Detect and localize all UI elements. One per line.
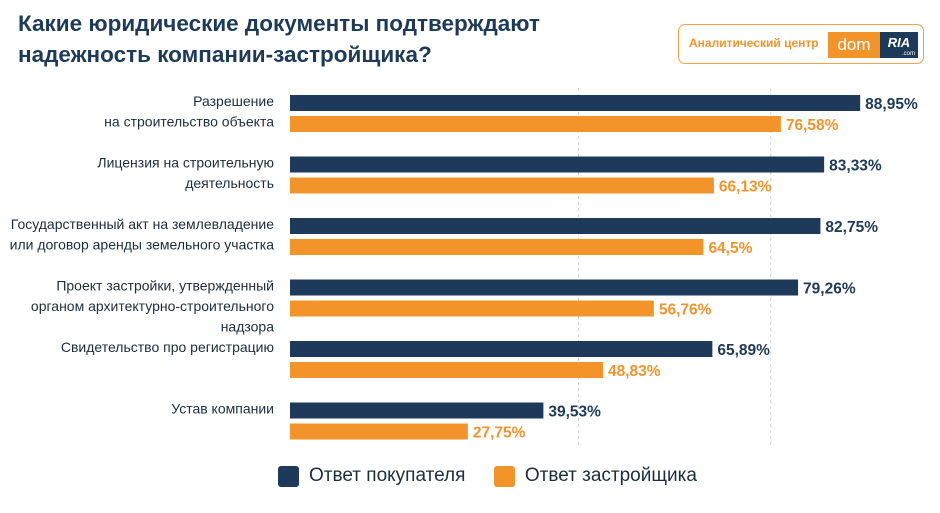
logo-caption: Аналитический центр <box>689 36 819 50</box>
category-label-6-line-1: Устав компании <box>171 401 274 417</box>
legend-swatch-buyer <box>278 465 299 487</box>
value-label-buyer-6: 39,53% <box>548 404 601 421</box>
bar-buyer-5 <box>290 341 713 357</box>
value-label-buyer-2: 83,33% <box>829 158 882 175</box>
bar-buyer-1 <box>290 95 861 111</box>
bar-buyer-6 <box>290 402 544 419</box>
value-label-developer-3: 64,5% <box>708 240 752 257</box>
category-label-5-line-1: Свидетельство про регистрацию <box>61 339 274 355</box>
value-label-developer-1: 76,58% <box>786 117 839 134</box>
category-label-4-line-2: органом архитектурно-строительного <box>31 298 274 314</box>
category-label-4-line-3: надзора <box>221 319 275 335</box>
category-label-1-line-1: Разрешение <box>193 93 274 109</box>
legend-label-developer: Ответ застройщика <box>524 465 697 486</box>
legend-item-developer: Ответ застройщика <box>493 465 697 487</box>
legend-swatch-developer <box>493 465 515 487</box>
legend-label-buyer: Ответ покупателя <box>309 465 466 486</box>
bar-developer-1 <box>290 116 781 132</box>
bar-developer-4 <box>290 300 654 317</box>
value-label-buyer-4: 79,26% <box>803 281 856 298</box>
value-label-buyer-1: 88,95% <box>865 96 918 113</box>
bar-buyer-4 <box>290 279 799 296</box>
value-label-developer-5: 48,83% <box>608 363 661 380</box>
title-line-1: Какие юридические документы подтверждают <box>18 11 540 36</box>
value-label-buyer-3: 82,75% <box>825 219 878 236</box>
category-label-1-line-2: на строительство объекта <box>104 114 274 130</box>
bar-developer-3 <box>290 239 704 255</box>
value-label-buyer-5: 65,89% <box>717 342 770 359</box>
logo-ria-text: RIA <box>887 35 911 50</box>
bar-developer-2 <box>290 177 714 194</box>
value-label-developer-4: 56,76% <box>659 302 712 319</box>
bar-buyer-3 <box>290 218 821 234</box>
category-label-2-line-1: Лицензия на строительную <box>97 155 274 171</box>
chart-title: Какие юридические документы подтверждают… <box>18 8 638 70</box>
value-label-developer-2: 66,13% <box>719 179 772 196</box>
logo-ria-mark: RIA .com <box>880 32 918 58</box>
category-label-2-line-2: деятельность <box>185 175 274 191</box>
logo-dom-text: dom <box>837 35 871 54</box>
logo-dom-mark: dom <box>828 32 880 58</box>
value-label-developer-6: 27,75% <box>473 425 526 442</box>
bar-developer-6 <box>290 423 468 440</box>
title-line-2: надежность компании-застройщика? <box>18 42 432 67</box>
category-label-3-line-1: Государственный акт на землевладение <box>11 216 274 232</box>
bar-developer-5 <box>290 362 604 378</box>
legend-item-buyer: Ответ покупателя <box>278 465 465 487</box>
chart-legend: Ответ покупателя Ответ застройщика <box>278 465 721 491</box>
logo-ria-suffix: .com <box>901 51 915 57</box>
category-label-3-line-2: или договор аренды земельного участка <box>10 237 275 253</box>
category-label-4-line-1: Проект застройки, утвержденный <box>56 278 274 294</box>
bar-buyer-2 <box>290 156 825 173</box>
